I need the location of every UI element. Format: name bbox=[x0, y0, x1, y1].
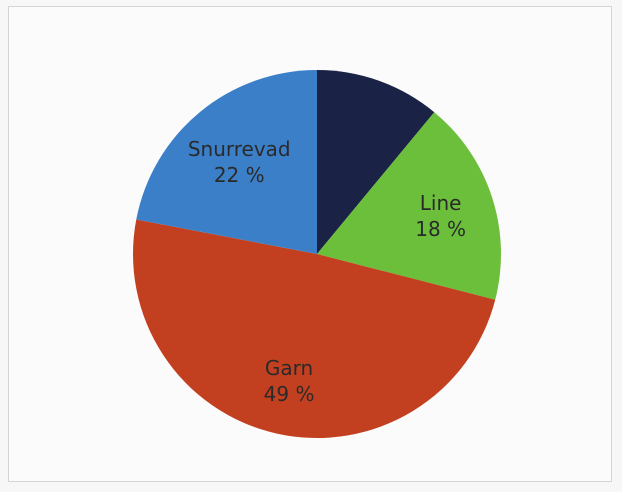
slice-label-snurrevad: Snurrevad bbox=[188, 137, 291, 161]
pie-slice-line bbox=[317, 112, 501, 300]
slice-label-garn: Garn bbox=[265, 356, 313, 380]
pie-slice-snurrevad bbox=[136, 70, 317, 254]
slice-pct-garn: 49 % bbox=[264, 382, 315, 406]
pie-slice-garn bbox=[132, 219, 496, 439]
slice-pct-line: 18 % bbox=[415, 217, 466, 241]
slice-label-line: Line bbox=[420, 191, 462, 215]
pie-slice-unlabeled bbox=[317, 70, 435, 254]
slice-pct-snurrevad: 22 % bbox=[214, 163, 265, 187]
